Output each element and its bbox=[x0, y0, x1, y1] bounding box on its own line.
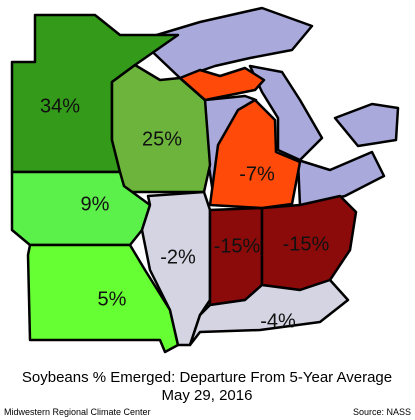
region-label: 5% bbox=[98, 288, 127, 310]
region-label: 34% bbox=[40, 95, 80, 117]
region bbox=[178, 66, 266, 102]
map-title: Soybeans % Emerged: Departure From 5-Yea… bbox=[22, 369, 392, 386]
region bbox=[110, 63, 212, 194]
region-label: -15% bbox=[214, 235, 261, 257]
map-subtitle: May 29, 2016 bbox=[162, 387, 253, 404]
region-label: 9% bbox=[81, 193, 110, 215]
region bbox=[188, 278, 350, 347]
region-label: -7% bbox=[239, 163, 275, 185]
lake bbox=[333, 102, 400, 148]
region bbox=[140, 190, 212, 347]
region-label: -4% bbox=[260, 310, 296, 332]
footer-right: Source: NASS bbox=[353, 407, 411, 417]
region-label: 25% bbox=[142, 128, 182, 150]
region bbox=[26, 243, 180, 354]
region-label: -2% bbox=[160, 246, 196, 268]
footer-left: Midwestern Regional Climate Center bbox=[4, 407, 151, 417]
region bbox=[208, 98, 302, 210]
region-label: -15% bbox=[283, 233, 330, 255]
